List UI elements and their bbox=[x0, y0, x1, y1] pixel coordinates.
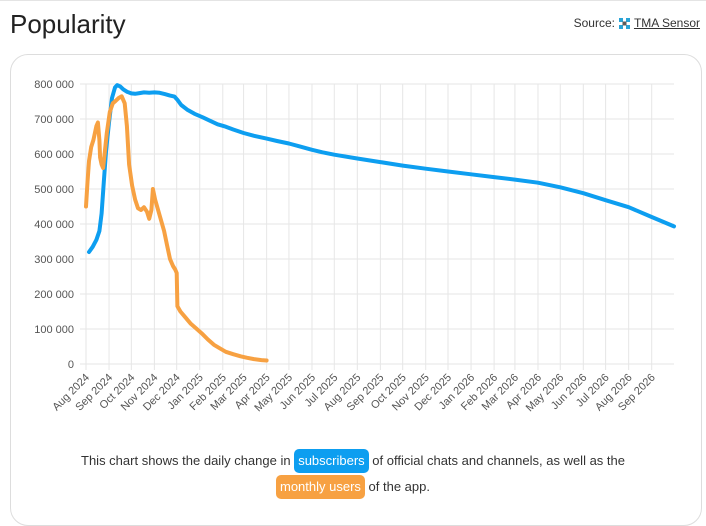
y-tick-label: 0 bbox=[68, 359, 74, 371]
chart-caption-line-2: monthly users of the app. bbox=[0, 475, 706, 499]
series-line-monthly-users bbox=[84, 94, 269, 363]
y-tick-label: 500 000 bbox=[34, 184, 74, 196]
source-label: Source: bbox=[573, 16, 615, 30]
y-axis-ticks: 0 100 000 200 000 300 000 400 000 500 000 600 … bbox=[34, 79, 74, 371]
y-tick-label: 100 000 bbox=[34, 324, 74, 336]
chart-caption-line-1: This chart shows the daily change in sub… bbox=[0, 449, 706, 473]
y-tick-label: 700 000 bbox=[34, 114, 74, 126]
caption-text-1: This chart shows the daily change in bbox=[81, 453, 291, 468]
subscribers-toggle[interactable]: subscribers bbox=[294, 449, 369, 473]
monthly-users-toggle[interactable]: monthly users bbox=[276, 475, 365, 499]
popularity-chart: 0 100 000 200 000 300 000 400 000 500 000 600 … bbox=[34, 79, 676, 415]
chart-series bbox=[84, 83, 676, 363]
y-tick-label: 600 000 bbox=[34, 149, 74, 161]
series-line-subscribers bbox=[87, 83, 676, 254]
page-title: Popularity bbox=[10, 9, 126, 39]
y-tick-label: 800 000 bbox=[34, 79, 74, 91]
chart-grid bbox=[80, 83, 674, 370]
caption-text-2: of official chats and channels, as well … bbox=[372, 453, 625, 468]
y-tick-label: 200 000 bbox=[34, 289, 74, 301]
source-link[interactable]: TMA Sensor bbox=[633, 16, 700, 30]
source-attribution: Source: TMA Sensor bbox=[574, 16, 700, 30]
y-tick-label: 300 000 bbox=[34, 254, 74, 266]
top-divider bbox=[0, 0, 706, 1]
caption-text-3: of the app. bbox=[368, 479, 430, 494]
y-tick-label: 400 000 bbox=[34, 219, 74, 231]
sensor-logo-icon bbox=[618, 17, 631, 30]
